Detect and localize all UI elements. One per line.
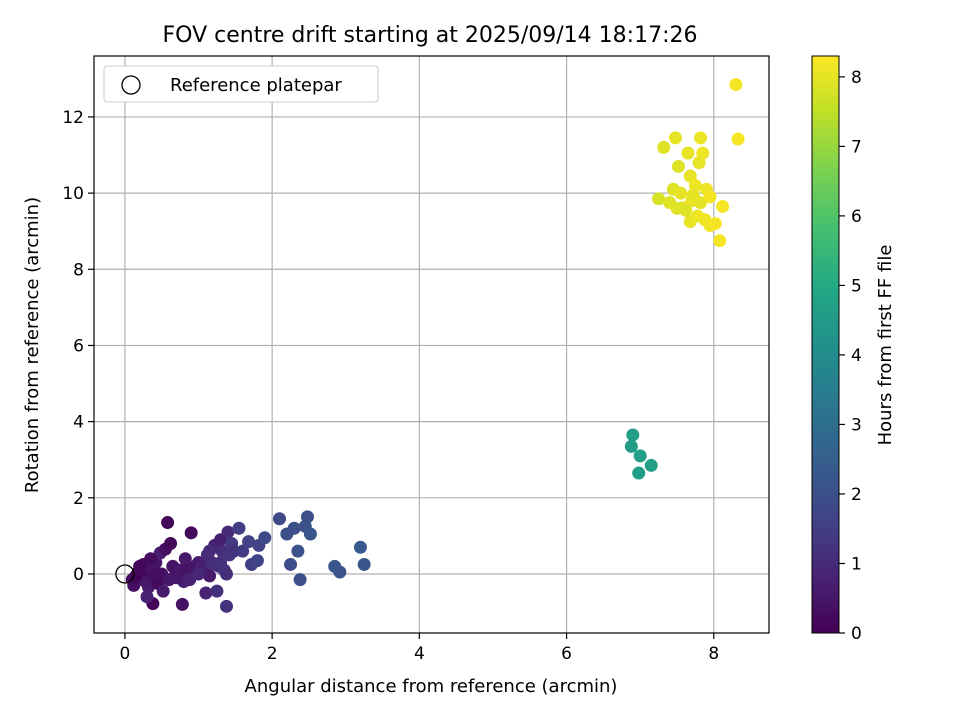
data-point [199, 586, 213, 600]
data-point [203, 569, 217, 583]
data-point [192, 567, 206, 581]
legend-marker-icon [121, 75, 141, 95]
legend: Reference platepar [103, 65, 379, 103]
data-point [258, 531, 272, 545]
data-point [624, 439, 638, 453]
data-point [140, 590, 154, 604]
x-axis-label: Angular distance from reference (arcmin) [245, 676, 618, 697]
data-point [691, 209, 705, 223]
data-point [670, 201, 684, 215]
colorbar-tick-label: 8 [851, 68, 862, 88]
y-axis-label: Rotation from reference (arcmin) [22, 197, 43, 493]
x-axis-ticks: 0 2 4 6 8 [120, 633, 719, 664]
chart-title: FOV centre drift starting at 2025/09/14 … [163, 23, 698, 48]
data-point [151, 567, 165, 581]
colorbar-tick-label: 4 [851, 346, 862, 366]
colorbar-tick-label: 2 [851, 485, 862, 505]
y-tick-label: 10 [62, 184, 84, 204]
y-tick-label: 0 [73, 565, 84, 585]
data-point [221, 525, 235, 539]
colorbar-label: Hours from first FF file [875, 245, 896, 446]
data-point [144, 552, 158, 566]
data-point [250, 554, 264, 568]
y-tick-label: 4 [73, 413, 84, 433]
y-tick-label: 6 [73, 336, 84, 356]
data-point [703, 190, 717, 204]
data-point [156, 584, 170, 598]
data-point [686, 188, 700, 202]
colorbar-tick-label: 5 [851, 276, 862, 296]
colorbar-tick-label: 1 [851, 554, 862, 574]
colorbar [811, 55, 840, 634]
data-point [291, 544, 305, 558]
data-point [674, 186, 688, 200]
data-point [729, 78, 743, 92]
data-point [236, 544, 250, 558]
legend-entry-label: Reference platepar [170, 75, 342, 96]
data-point [692, 156, 706, 170]
data-point [683, 169, 697, 183]
colorbar-tick-label: 0 [851, 624, 862, 644]
data-point [353, 540, 367, 554]
colorbar-tick-label: 7 [851, 137, 862, 157]
data-point [669, 131, 683, 145]
data-point [133, 559, 147, 573]
x-tick-label: 4 [414, 644, 425, 664]
data-point [184, 526, 198, 540]
data-point [161, 516, 175, 530]
data-point [272, 512, 286, 526]
data-point [300, 510, 314, 524]
data-point [303, 527, 317, 541]
colorbar-ticks: 0 1 2 3 4 5 6 7 8 [839, 68, 862, 644]
data-point [713, 234, 727, 248]
data-point [210, 584, 224, 598]
data-point [164, 536, 178, 550]
x-tick-label: 0 [120, 644, 131, 664]
data-point [169, 571, 183, 585]
data-point [681, 146, 695, 160]
y-tick-label: 12 [62, 108, 84, 128]
data-point [203, 544, 217, 558]
data-point [333, 565, 347, 579]
y-axis-ticks: 0 2 4 6 8 10 12 [62, 108, 94, 585]
data-points [125, 78, 745, 613]
data-point [671, 159, 685, 173]
data-point [731, 132, 745, 146]
y-tick-label: 2 [73, 489, 84, 509]
data-point [242, 535, 256, 549]
data-point [219, 599, 233, 613]
data-point [219, 567, 233, 581]
data-point [357, 557, 371, 571]
data-point [214, 556, 228, 570]
data-point [652, 192, 666, 206]
colorbar-tick-label: 3 [851, 415, 862, 435]
data-point [657, 140, 671, 154]
x-tick-label: 2 [267, 644, 278, 664]
x-tick-label: 8 [708, 644, 719, 664]
data-point [716, 199, 730, 213]
data-point [178, 552, 192, 566]
reference-platepar-marker [115, 564, 135, 584]
data-point [293, 573, 307, 587]
data-point [626, 428, 640, 442]
data-point [633, 449, 647, 463]
data-point [287, 521, 301, 535]
colorbar-tick-label: 6 [851, 207, 862, 227]
data-point [175, 597, 189, 611]
data-point [632, 466, 646, 480]
data-point [694, 131, 708, 145]
data-point [232, 521, 246, 535]
data-point [284, 557, 298, 571]
y-tick-label: 8 [73, 260, 84, 280]
plot-frame [93, 55, 770, 634]
x-tick-label: 6 [561, 644, 572, 664]
data-point [644, 458, 658, 472]
data-point [708, 217, 722, 231]
